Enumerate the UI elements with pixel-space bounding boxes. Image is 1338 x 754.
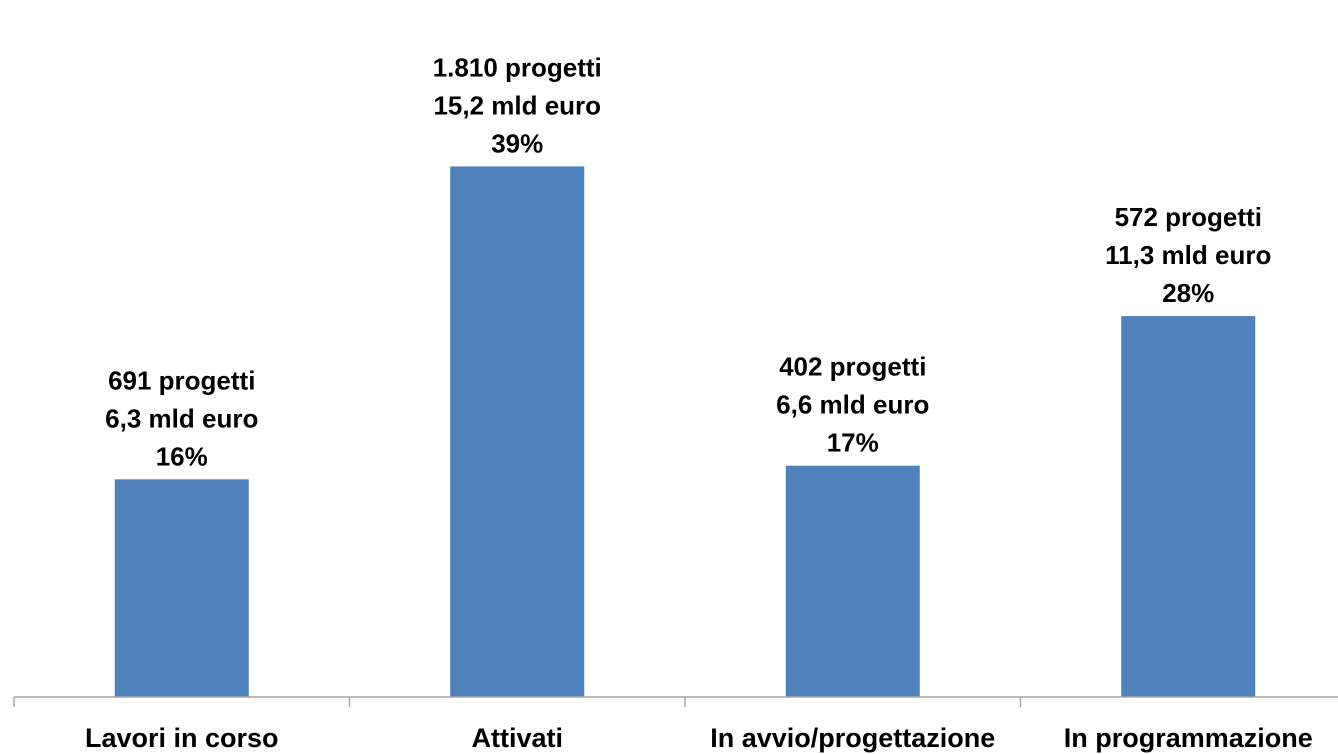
- x-tick-label: In programmazione: [1064, 723, 1313, 753]
- bar-in-programmazione: [1121, 316, 1256, 697]
- bars-layer: [114, 166, 1256, 698]
- x-tick-label: In avvio/progettazione: [710, 723, 995, 753]
- data-label: 28%: [1162, 278, 1214, 308]
- bar-in-avvio-progettazione: [785, 465, 920, 697]
- data-label: 6,3 mld euro: [105, 403, 258, 433]
- data-label: 402 progetti: [779, 352, 926, 382]
- x-tick-label: Attivati: [471, 723, 563, 753]
- data-label: 1.810 progetti: [433, 52, 602, 82]
- data-labels-layer: 691 progetti 6,3 mld euro 16% 1.810 progett…: [105, 52, 1271, 471]
- data-label: 11,3 mld euro: [1105, 240, 1271, 270]
- data-label: 39%: [491, 128, 543, 158]
- data-label: 15,2 mld euro: [433, 90, 601, 120]
- data-label: 16%: [156, 441, 208, 471]
- data-label: 691 progetti: [108, 365, 255, 395]
- data-label: 572 progetti: [1115, 202, 1262, 232]
- data-label: 6,6 mld euro: [776, 390, 929, 420]
- bar-lavori-in-corso: [114, 479, 249, 697]
- bar-attivati: [450, 166, 585, 698]
- data-label: 17%: [827, 428, 879, 458]
- x-tick-label: Lavori in corso: [85, 723, 279, 753]
- x-tick-labels: Lavori in corso Attivati In avvio/progetta…: [85, 723, 1313, 753]
- x-axis: [13, 696, 1338, 707]
